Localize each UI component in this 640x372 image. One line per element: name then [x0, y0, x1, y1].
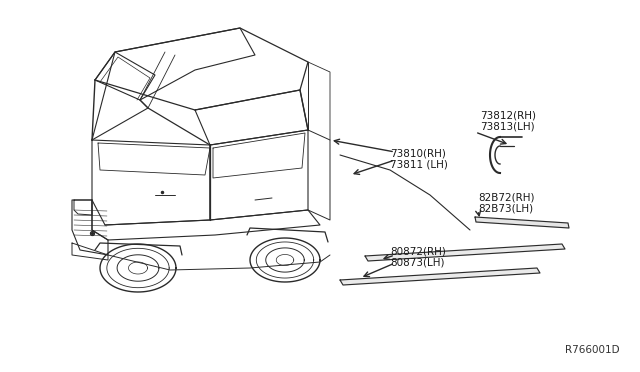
Text: 80872(RH)
80873(LH): 80872(RH) 80873(LH) — [390, 246, 446, 267]
Text: 73812(RH)
73813(LH): 73812(RH) 73813(LH) — [480, 110, 536, 132]
Text: 82B72(RH)
82B73(LH): 82B72(RH) 82B73(LH) — [478, 192, 534, 214]
Polygon shape — [365, 244, 565, 261]
Polygon shape — [340, 268, 540, 285]
Text: R766001D: R766001D — [565, 345, 620, 355]
Text: 73810(RH)
73811 (LH): 73810(RH) 73811 (LH) — [390, 148, 448, 170]
Polygon shape — [475, 217, 569, 228]
